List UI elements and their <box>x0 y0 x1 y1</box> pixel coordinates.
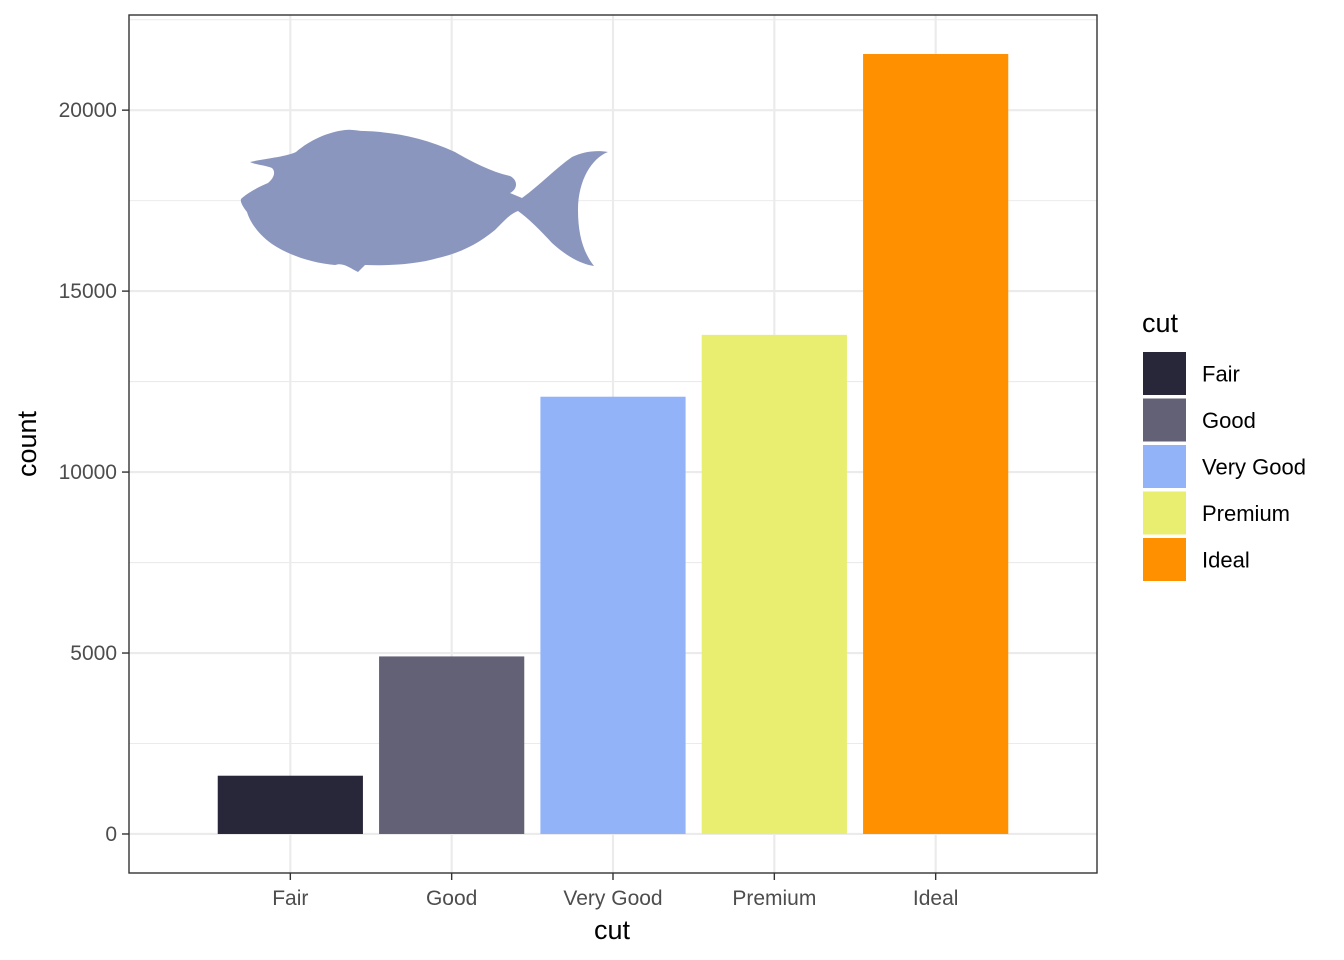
legend-key <box>1143 491 1186 535</box>
bar-ideal <box>863 54 1009 834</box>
bar-very-good <box>540 396 686 834</box>
bar-fair <box>217 775 363 834</box>
y-axis: 0 5000 10000 15000 20000 <box>59 99 129 846</box>
x-tick-label: Good <box>426 887 477 910</box>
y-tick-label: 5000 <box>70 642 117 665</box>
x-tick-label: Premium <box>732 887 816 910</box>
x-tick-label: Very Good <box>563 887 662 910</box>
fish-silhouette-icon <box>240 129 608 272</box>
y-tick-label: 15000 <box>59 280 117 303</box>
legend-label: Good <box>1202 408 1256 433</box>
bars <box>217 54 1009 834</box>
x-axis-title: cut <box>594 915 631 945</box>
x-axis: Fair Good Very Good Premium Ideal <box>272 873 958 910</box>
y-tick-label: 20000 <box>59 99 117 122</box>
bar-good <box>379 656 525 834</box>
bar-premium <box>701 334 847 834</box>
legend-key <box>1143 352 1186 395</box>
legend-label: Very Good <box>1202 455 1306 480</box>
legend-key <box>1143 445 1186 488</box>
legend-key <box>1143 538 1186 581</box>
y-tick-label: 10000 <box>59 461 117 484</box>
legend-key <box>1143 398 1186 442</box>
legend: cut Fair Good Very Good Premium Ideal <box>1142 308 1306 581</box>
legend-label: Fair <box>1202 362 1240 387</box>
x-tick-label: Ideal <box>913 887 959 910</box>
legend-title: cut <box>1142 308 1179 338</box>
x-tick-label: Fair <box>272 887 308 910</box>
legend-label: Ideal <box>1202 548 1250 573</box>
y-tick-label: 0 <box>105 823 117 846</box>
y-axis-title: count <box>12 410 42 477</box>
legend-label: Premium <box>1202 501 1290 526</box>
